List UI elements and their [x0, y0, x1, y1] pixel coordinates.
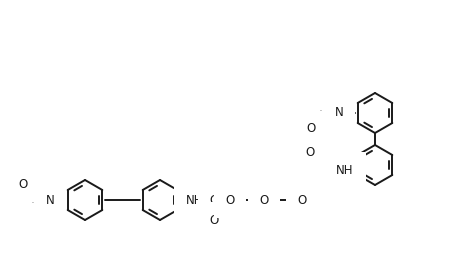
Text: C: C: [321, 162, 329, 176]
Text: NH: NH: [336, 164, 354, 176]
Text: O: O: [260, 193, 268, 207]
Text: C: C: [210, 193, 218, 207]
Text: O: O: [306, 122, 316, 136]
Text: O: O: [18, 178, 28, 190]
Text: NH: NH: [186, 193, 204, 207]
Text: N: N: [334, 107, 343, 119]
Text: O: O: [226, 193, 235, 207]
Text: O: O: [305, 147, 315, 159]
Text: O: O: [210, 213, 219, 227]
Text: N: N: [46, 193, 54, 207]
Text: O: O: [297, 193, 307, 207]
